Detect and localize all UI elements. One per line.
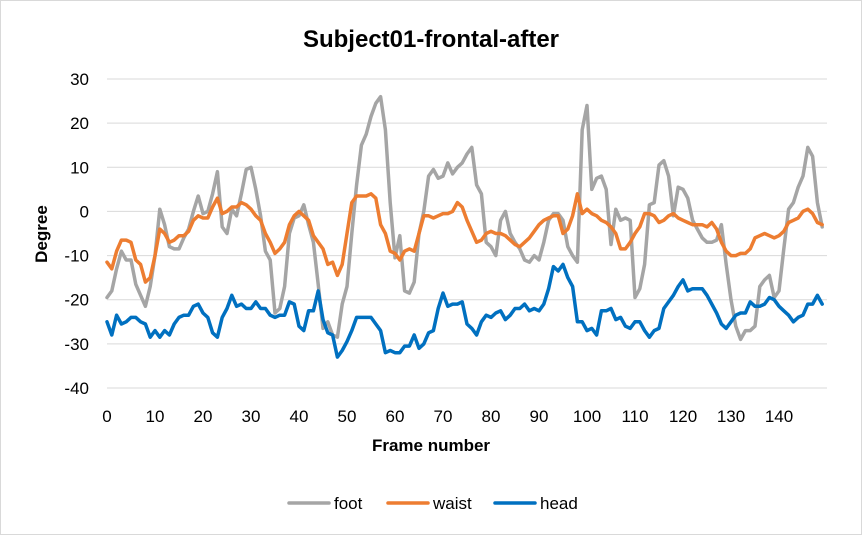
x-tick-label: 110 bbox=[621, 407, 648, 426]
x-tick-label: 130 bbox=[717, 407, 745, 426]
y-axis-ticks: 30 20 10 0 -10 -20 -30 -40 bbox=[64, 70, 89, 398]
y-tick-label: -40 bbox=[64, 379, 89, 398]
y-tick-label: -20 bbox=[64, 291, 89, 310]
x-tick-label: 120 bbox=[669, 407, 697, 426]
x-tick-label: 40 bbox=[290, 407, 309, 426]
legend-label-foot: foot bbox=[334, 494, 363, 513]
x-tick-label: 60 bbox=[386, 407, 405, 426]
x-tick-label: 10 bbox=[146, 407, 165, 426]
x-tick-label: 0 bbox=[102, 407, 111, 426]
series-line-foot bbox=[105, 94, 824, 342]
x-tick-label: 20 bbox=[194, 407, 213, 426]
chart-title: Subject01-frontal-after bbox=[303, 26, 559, 53]
series-line-waist bbox=[105, 192, 824, 284]
series-line-head bbox=[105, 262, 824, 359]
legend-label-waist: waist bbox=[432, 494, 472, 513]
x-tick-label: 100 bbox=[573, 407, 601, 426]
x-axis-title: Frame number bbox=[372, 436, 490, 455]
y-axis-title: Degree bbox=[32, 205, 51, 263]
x-tick-label: 90 bbox=[530, 407, 549, 426]
x-tick-label: 80 bbox=[482, 407, 501, 426]
series-lines bbox=[105, 94, 824, 359]
legend: foot waist head bbox=[287, 494, 578, 513]
y-tick-label: -10 bbox=[64, 247, 89, 266]
x-axis-ticks: 0 10 20 30 40 50 60 70 80 90 100 110 120 130 140 bbox=[102, 407, 793, 426]
x-tick-label: 140 bbox=[765, 407, 793, 426]
y-tick-label: 20 bbox=[70, 114, 89, 133]
legend-label-head: head bbox=[540, 494, 578, 513]
y-tick-label: 0 bbox=[80, 202, 89, 221]
y-tick-label: 10 bbox=[70, 158, 89, 177]
y-tick-label: 30 bbox=[70, 70, 89, 89]
x-tick-label: 50 bbox=[338, 407, 357, 426]
x-tick-label: 30 bbox=[242, 407, 261, 426]
y-tick-label: -30 bbox=[64, 335, 89, 354]
x-tick-label: 70 bbox=[434, 407, 453, 426]
